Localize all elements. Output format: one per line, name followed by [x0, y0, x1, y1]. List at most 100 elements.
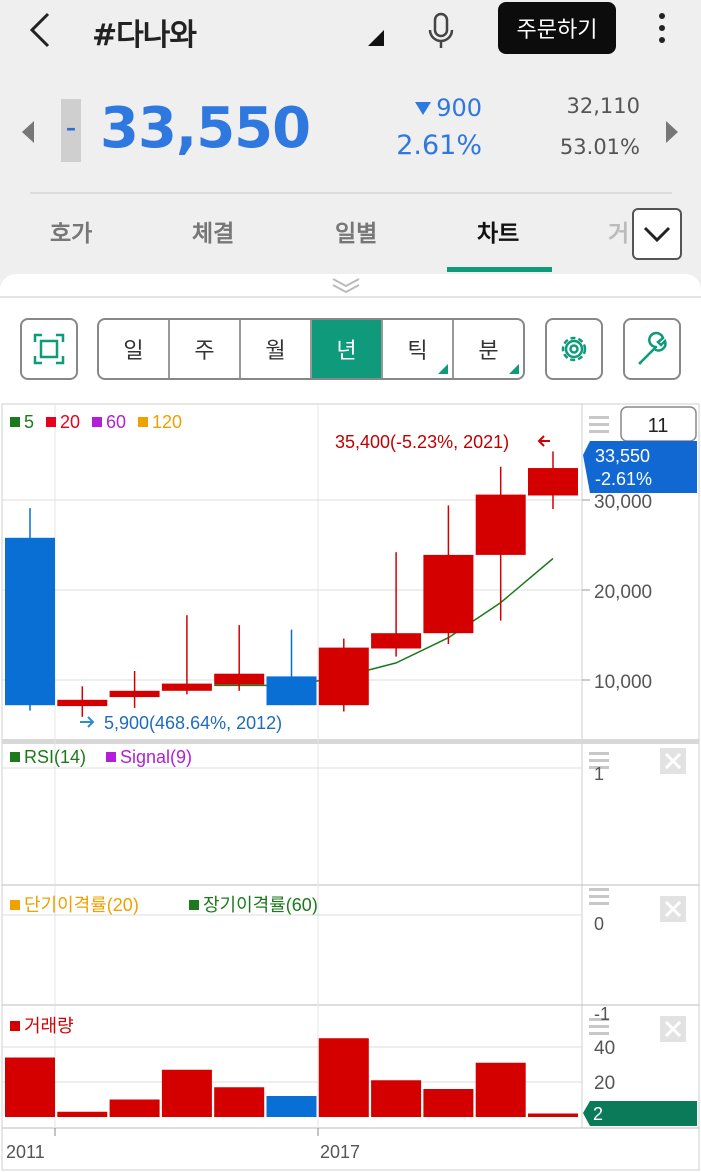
submenu-indicator-icon: [438, 364, 448, 374]
pane-menu-icon: [589, 1032, 609, 1035]
period-4[interactable]: 틱: [383, 320, 454, 378]
price-down-icon: [415, 102, 431, 115]
pane-menu-icon: [589, 1025, 609, 1028]
volume-rate: 53.01%: [559, 135, 640, 159]
period-label: 월: [265, 339, 286, 364]
price-legend-swatch: [46, 417, 56, 427]
price-legend-label: 5: [24, 412, 34, 432]
voice-search-button[interactable]: [424, 8, 458, 52]
tab-orderbook[interactable]: 호가: [50, 221, 93, 247]
candle-body: [214, 673, 265, 685]
volume-bar: [371, 1080, 422, 1117]
trade-volume: 32,110: [566, 94, 640, 118]
submenu-indicator-icon: [509, 364, 519, 374]
y-tick-label: 20,000: [594, 582, 652, 603]
top-bar: #다나와 주문하기: [0, 0, 701, 62]
tab-more-partial[interactable]: 거: [608, 221, 630, 247]
disparity-y-label-bottom: -1: [594, 1004, 610, 1024]
price-legend-label: 60: [106, 412, 126, 432]
rsi-y-label: 1: [594, 764, 604, 784]
active-tab-indicator: [447, 267, 552, 272]
candle-body: [57, 699, 108, 707]
volume-bar: [528, 1113, 578, 1117]
rsi-legend-swatch: [106, 752, 116, 762]
price-legend-label: 20: [60, 412, 80, 432]
order-button[interactable]: 주문하기: [498, 2, 616, 54]
arrow-left-icon: [537, 435, 550, 447]
pane-menu-icon: [589, 752, 609, 755]
x-tick-label: 2011: [6, 1142, 45, 1162]
disparity-legend-label: 장기이격률(60): [203, 895, 318, 915]
detail-tabs: 호가 체결 일별 차트 거: [0, 200, 701, 272]
tab-trades[interactable]: 체결: [192, 221, 235, 247]
disparity-y-label: 0: [594, 914, 604, 934]
collapse-icon[interactable]: [330, 276, 362, 296]
period-label: 틱: [407, 339, 428, 364]
chart-tools-button[interactable]: [623, 318, 681, 380]
period-0[interactable]: 일: [99, 320, 170, 378]
volume-bar: [214, 1087, 265, 1117]
pane-menu-icon: [589, 416, 609, 419]
period-label: 분: [478, 339, 499, 364]
tab-expand-button[interactable]: [632, 208, 682, 260]
candle-body: [318, 647, 369, 706]
ma5-line: [214, 557, 554, 687]
pane-menu-icon: [589, 895, 609, 898]
max-price-annotation: 35,400(-5.23%, 2021): [335, 432, 509, 452]
price-legend-swatch: [10, 417, 20, 427]
divider: [0, 296, 701, 298]
candle-body: [528, 468, 578, 496]
arrow-right-icon: [80, 716, 95, 728]
pane-menu-icon: [589, 430, 609, 433]
fullscreen-icon: [33, 333, 65, 365]
chart-settings-button[interactable]: [545, 318, 603, 380]
volume-bar: [5, 1057, 55, 1117]
pane-menu-icon: [589, 888, 609, 891]
price-legend-swatch: [92, 417, 102, 427]
pane-separator: [2, 739, 699, 744]
divider: [30, 192, 672, 194]
pane-menu-icon: [589, 902, 609, 905]
volume-bar: [57, 1111, 108, 1117]
period-2[interactable]: 월: [241, 320, 312, 378]
candle-body: [266, 676, 317, 706]
price-legend-label: 120: [152, 412, 182, 432]
candle-body: [161, 683, 212, 691]
change-rate: 2.61%: [396, 130, 482, 161]
more-vertical-icon: [650, 13, 674, 43]
chart-frame: [1, 403, 700, 1171]
current-volume-label: 2: [593, 1104, 603, 1124]
price-summary: – 33,550 900 2.61% 32,110 53.01%: [0, 62, 701, 194]
y-tick-label: 30,000: [594, 492, 652, 513]
min-price-annotation: 5,900(468.64%, 2012): [104, 713, 282, 733]
volume-bar: [423, 1089, 474, 1117]
period-1[interactable]: 주: [170, 320, 241, 378]
candle-body: [475, 494, 526, 555]
current-price: 33,550: [100, 96, 311, 161]
close-icon: [664, 1020, 682, 1038]
volume-y-label: 20: [594, 1073, 615, 1094]
stock-name[interactable]: #다나와: [92, 18, 197, 53]
change-amount: 900: [436, 94, 482, 122]
tab-daily[interactable]: 일별: [335, 221, 378, 247]
wrench-icon: [638, 331, 667, 365]
more-menu-button[interactable]: [650, 10, 674, 50]
pane-menu-icon: [589, 1018, 609, 1021]
candle-body: [5, 537, 55, 706]
volume-bar: [475, 1062, 526, 1117]
period-label: 년: [336, 339, 357, 364]
volume-bar: [109, 1099, 160, 1117]
next-stock-icon[interactable]: [666, 121, 678, 143]
fullscreen-button[interactable]: [20, 318, 78, 380]
volume-bar: [318, 1038, 369, 1117]
period-3[interactable]: 년: [312, 320, 383, 378]
period-5[interactable]: 분: [454, 320, 523, 378]
back-button[interactable]: [22, 8, 62, 52]
gear-icon: [561, 336, 587, 362]
stock-dropdown-icon[interactable]: [368, 30, 384, 46]
price-legend-swatch: [138, 417, 148, 427]
tab-chart[interactable]: 차트: [477, 221, 520, 247]
prev-stock-icon[interactable]: [22, 121, 34, 143]
